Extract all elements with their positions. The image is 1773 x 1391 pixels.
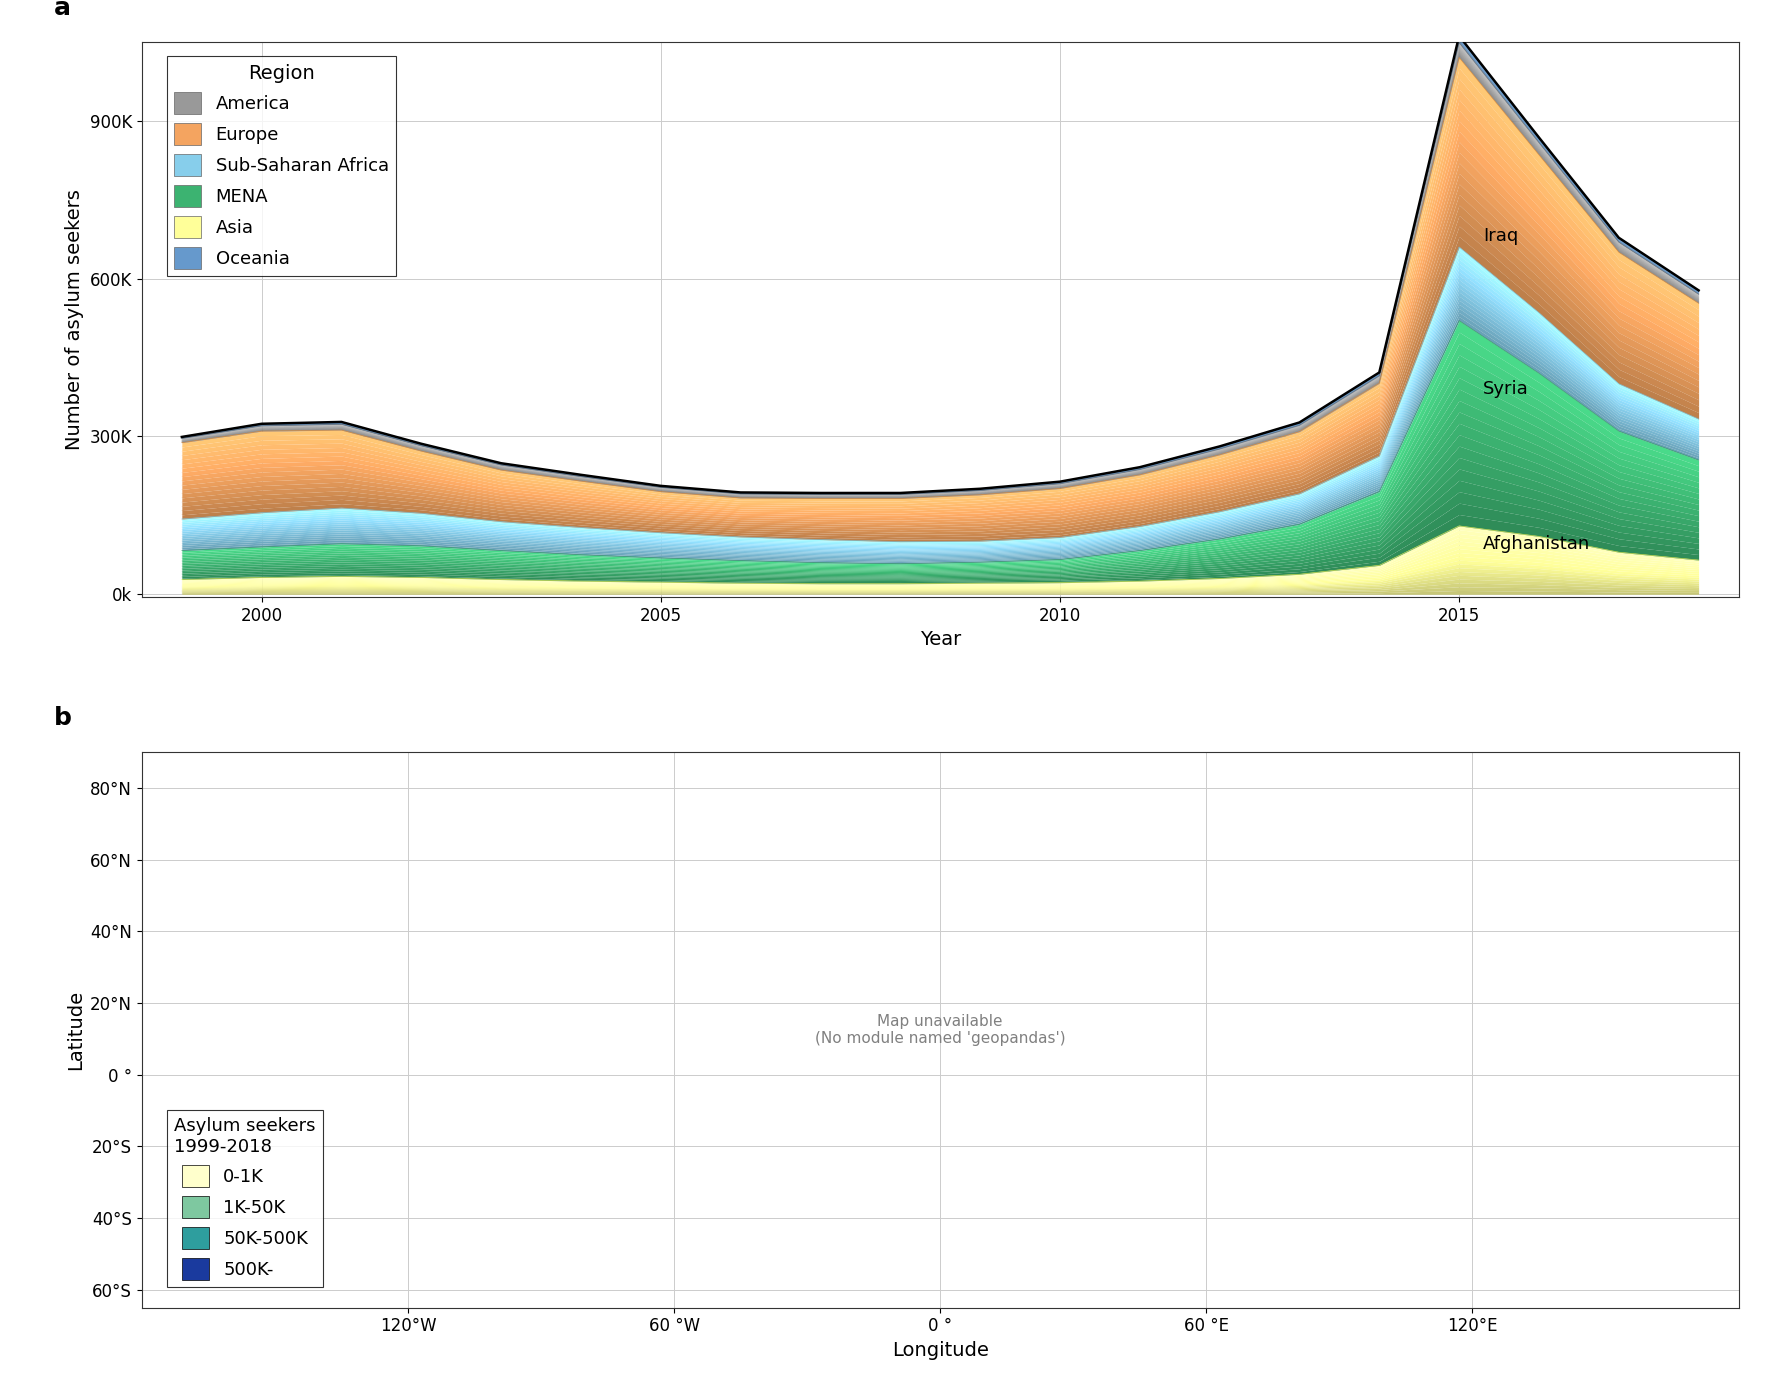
X-axis label: Longitude: Longitude — [892, 1341, 988, 1360]
Y-axis label: Latitude: Latitude — [66, 990, 85, 1070]
Text: Afghanistan: Afghanistan — [1482, 536, 1589, 554]
Y-axis label: Number of asylum seekers: Number of asylum seekers — [66, 189, 83, 449]
Text: a: a — [55, 0, 71, 19]
Text: Map unavailable
(No module named 'geopandas'): Map unavailable (No module named 'geopan… — [814, 1014, 1066, 1046]
Text: b: b — [55, 707, 73, 730]
Legend: America, Europe, Sub-Saharan Africa, MENA, Asia, Oceania: America, Europe, Sub-Saharan Africa, MEN… — [167, 56, 395, 275]
X-axis label: Year: Year — [918, 630, 961, 650]
Text: Syria: Syria — [1482, 380, 1528, 398]
Legend: 0-1K, 1K-50K, 50K-500K, 500K-: 0-1K, 1K-50K, 50K-500K, 500K- — [167, 1110, 323, 1288]
Text: Iraq: Iraq — [1482, 228, 1518, 245]
